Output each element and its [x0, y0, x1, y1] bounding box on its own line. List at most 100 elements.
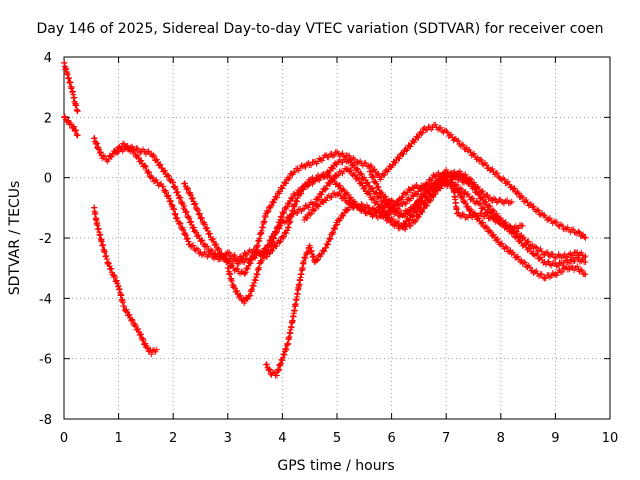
data-point [540, 251, 547, 258]
data-point [107, 266, 114, 273]
data-point [207, 246, 214, 253]
data-point [437, 182, 444, 189]
data-point [462, 171, 469, 178]
data-point [455, 209, 462, 216]
data-point [415, 134, 422, 141]
data-point [396, 155, 403, 162]
data-point [366, 191, 373, 198]
data-point [297, 188, 304, 195]
data-point [153, 176, 160, 183]
data-point [548, 272, 555, 279]
y-tick-label: 4 [44, 51, 52, 66]
data-point [482, 198, 489, 205]
data-point [545, 258, 552, 265]
data-point [364, 179, 371, 186]
data-point [362, 184, 369, 191]
data-point [195, 232, 202, 239]
data-point [503, 244, 510, 251]
data-point [242, 269, 249, 276]
data-point [145, 148, 152, 155]
data-point [291, 169, 298, 176]
data-point [153, 346, 160, 353]
data-point [91, 135, 98, 142]
data-point [380, 172, 387, 179]
x-tick-label: 8 [497, 431, 505, 446]
data-point [318, 191, 325, 198]
data-point [197, 215, 204, 222]
data-point [415, 214, 422, 221]
data-point [483, 224, 490, 231]
x-tick-label: 9 [551, 431, 559, 446]
data-point [468, 176, 475, 183]
data-point [101, 153, 108, 160]
data-point [276, 225, 283, 232]
data-point [392, 160, 399, 167]
data-point [286, 174, 293, 181]
data-point [73, 131, 80, 138]
data-point [482, 223, 489, 230]
data-point [189, 195, 196, 202]
data-point [335, 172, 342, 179]
data-point [328, 194, 335, 201]
data-point [183, 208, 190, 215]
data-point [249, 255, 256, 262]
data-point [418, 197, 425, 204]
data-point [280, 210, 287, 217]
data-point [534, 206, 541, 213]
data-point [135, 154, 142, 161]
data-point [185, 185, 192, 192]
data-point [411, 205, 418, 212]
data-point [293, 198, 300, 205]
data-point [178, 225, 185, 232]
data-point [323, 197, 330, 204]
data-point [336, 182, 343, 189]
data-point [114, 280, 121, 287]
data-point [467, 175, 474, 182]
data-point [108, 153, 115, 160]
data-point [305, 182, 312, 189]
data-point [501, 176, 508, 183]
data-point [381, 171, 388, 178]
data-point [475, 200, 482, 207]
data-point [578, 267, 585, 274]
data-point [514, 253, 521, 260]
data-point [535, 207, 542, 214]
data-point [373, 180, 380, 187]
data-point [459, 194, 466, 201]
data-point [427, 197, 434, 204]
data-point [359, 205, 366, 212]
data-point [508, 198, 515, 205]
data-point [260, 253, 267, 260]
data-point [262, 247, 269, 254]
data-point [553, 272, 560, 279]
data-point [110, 150, 117, 157]
data-point [401, 200, 408, 207]
data-point [194, 207, 201, 214]
data-point [570, 252, 577, 259]
data-point [484, 212, 491, 219]
data-point [328, 229, 335, 236]
data-point [448, 131, 455, 138]
data-point [188, 218, 195, 225]
data-point [176, 194, 183, 201]
data-point [278, 213, 285, 220]
data-point [489, 213, 496, 220]
data-point [138, 331, 145, 338]
data-point [337, 215, 344, 222]
data-point [338, 151, 345, 158]
data-point [184, 214, 191, 221]
data-point [329, 153, 336, 160]
data-point [570, 258, 577, 265]
data-point [190, 224, 197, 231]
data-point [551, 218, 558, 225]
data-point [204, 243, 211, 250]
data-point [404, 209, 411, 216]
data-point [330, 229, 337, 236]
data-point [399, 194, 406, 201]
data-point [181, 180, 188, 187]
data-point [560, 265, 567, 272]
data-point [418, 130, 425, 137]
data-point [494, 236, 501, 243]
x-tick-label: 3 [224, 431, 232, 446]
data-point [308, 162, 315, 169]
